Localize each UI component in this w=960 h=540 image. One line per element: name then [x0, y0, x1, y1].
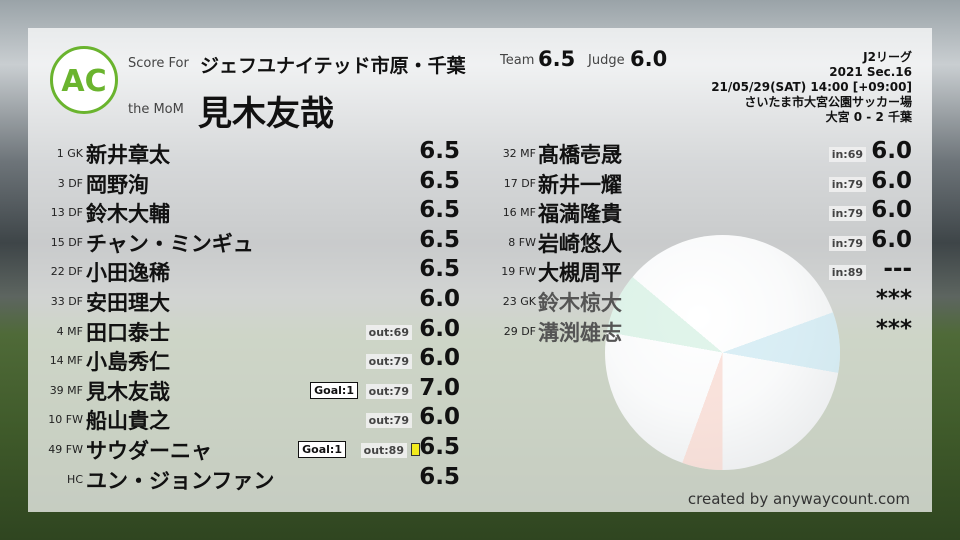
substitution-in-tag: in:79 [828, 235, 866, 251]
goal-badge: Goal:1 [310, 381, 358, 399]
player-name: 新井章太 [86, 143, 170, 167]
player-name: 髙橋壱晟 [538, 143, 622, 167]
player-name: 小田逸稀 [86, 261, 170, 286]
player-position: 33 DF [50, 295, 83, 308]
venue: さいたま市大宮公園サッカー場 [744, 95, 912, 109]
mom-label: the MoM [128, 102, 184, 117]
league: J2リーグ [863, 50, 912, 64]
section: 2021 Sec.16 [829, 65, 912, 79]
player-score: 6.5 [419, 256, 460, 283]
score-for-label: Score For [128, 56, 189, 71]
substitution-in-tag: in:69 [828, 147, 866, 162]
substitution-in-tag: in:79 [828, 206, 866, 222]
player-position: 13 DF [50, 206, 83, 220]
rating-panel [28, 28, 932, 512]
credit: created by anywaycount.com [687, 490, 910, 508]
player-position: 4 MF [56, 324, 83, 338]
player-score: 6.0 [419, 404, 460, 431]
anywaycount-logo: AC [50, 46, 118, 114]
player-position: 23 GK [502, 295, 536, 308]
player-position: 39 MF [49, 383, 83, 397]
player-position: 19 FW [501, 265, 536, 279]
player-position: 8 FW [508, 235, 536, 249]
player-name: 岩崎悠人 [538, 231, 622, 256]
player-name: 船山貴之 [86, 409, 170, 434]
mom-name: 見木友哉 [198, 94, 334, 134]
player-name: 鈴木椋大 [538, 291, 622, 315]
player-name: 鈴木大輔 [86, 202, 170, 227]
substitution-out-tag: out:89 [360, 443, 407, 458]
player-position: 29 DF [503, 324, 536, 338]
result: 大宮 0 - 2 千葉 [825, 110, 912, 124]
substitution-in-tag: in:89 [828, 265, 866, 281]
player-position: 14 MF [49, 354, 83, 368]
yellow-card-icon [411, 443, 420, 456]
judge-label: Judge [588, 53, 625, 68]
substitution-out-tag: out:79 [365, 383, 412, 399]
player-score: 6.5 [419, 167, 460, 194]
player-position: 15 DF [50, 235, 83, 249]
player-name: 安田理大 [86, 291, 170, 315]
substitution-out-tag: out:69 [365, 324, 412, 340]
player-score: 6.5 [419, 463, 460, 490]
player-score: 6.0 [419, 345, 460, 372]
player-position: 1 GK [56, 147, 83, 160]
player-position: 32 MF [502, 147, 536, 160]
datetime: 21/05/29(SAT) 14:00 [+09:00] [711, 80, 912, 94]
substitution-out-tag: out:79 [365, 354, 412, 370]
match-info: J2リーグ 2021 Sec.16 21/05/29(SAT) 14:00 [+… [711, 50, 912, 125]
player-score: *** [875, 286, 912, 312]
substitution-in-tag: in:79 [828, 176, 866, 192]
player-score: 6.5 [419, 138, 460, 164]
player-score: *** [875, 315, 912, 342]
player-score: --- [883, 256, 912, 283]
player-name: チャン・ミンギュ [86, 231, 254, 256]
player-position: 10 FW [48, 413, 83, 427]
player-name: 岡野洵 [86, 172, 149, 197]
player-score: 6.0 [871, 138, 912, 164]
player-position: 3 DF [57, 176, 83, 190]
player-name: 福満隆貴 [538, 202, 622, 227]
player-score: 6.0 [419, 315, 460, 342]
player-score: 7.0 [419, 374, 460, 401]
player-name: 溝渕雄志 [538, 320, 622, 345]
player-score: 6.5 [419, 434, 460, 460]
team-name: ジェフユナイテッド市原・千葉 [200, 55, 466, 77]
player-position: 16 MF [502, 206, 536, 220]
player-score: 6.0 [871, 226, 912, 253]
player-position: HC [67, 472, 83, 486]
player-position: 17 DF [503, 176, 536, 190]
logo-text: AC [61, 64, 107, 99]
player-position: 49 FW [48, 443, 83, 456]
goal-badge: Goal:1 [298, 441, 346, 458]
judge-score: 6.0 [630, 47, 668, 71]
player-score: 6.5 [419, 197, 460, 224]
player-score: 6.0 [871, 197, 912, 224]
team-label: Team [500, 53, 535, 68]
player-score: 6.0 [871, 167, 912, 194]
player-name: 見木友哉 [86, 379, 170, 404]
player-name: 大槻周平 [538, 261, 622, 286]
player-name: サウダーニャ [86, 439, 212, 463]
player-score: 6.5 [419, 226, 460, 253]
player-name: 小島秀仁 [86, 350, 170, 375]
team-score: 6.5 [538, 47, 576, 71]
player-score: 6.0 [419, 286, 460, 312]
player-name: ユン・ジョンファン [86, 468, 275, 493]
player-name: 田口泰士 [86, 320, 170, 345]
substitution-out-tag: out:79 [365, 413, 412, 429]
player-position: 22 DF [50, 265, 83, 279]
player-name: 新井一耀 [538, 172, 622, 197]
